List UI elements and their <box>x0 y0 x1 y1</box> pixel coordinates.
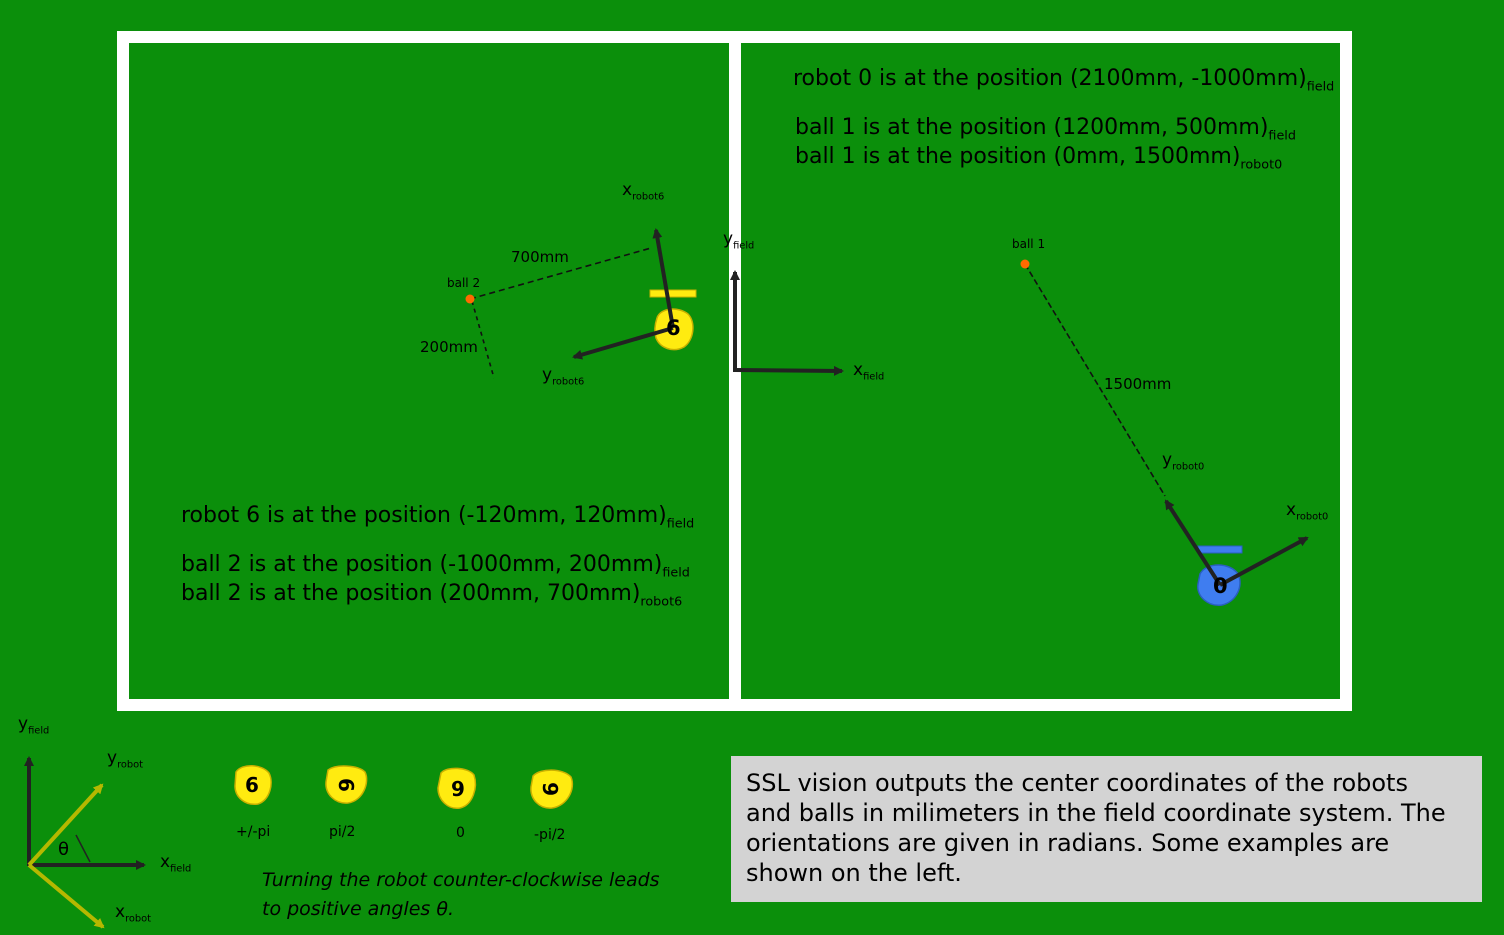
dist-line-700mm <box>469 247 652 300</box>
orientation-number-pm-pi: 6 <box>245 773 259 797</box>
ball-1 <box>1020 259 1030 269</box>
label-ball-1: ball 1 <box>1012 237 1046 251</box>
rotation-caption-line2: to positive angles θ. <box>262 897 454 920</box>
orientation-label-neg-pi-2: -pi/2 <box>534 827 566 843</box>
orientation-number-neg-pi-2: 6 <box>538 782 563 796</box>
orientation-number-0: 6 <box>451 776 465 800</box>
info-box: SSL vision outputs the center coordinate… <box>731 756 1482 902</box>
note-ball2-robot: ball 2 is at the position (200mm, 700mm)… <box>181 581 683 610</box>
note-ball1-robot: ball 1 is at the position (0mm, 1500mm)r… <box>795 144 1283 173</box>
robot6-y-axis-arrow <box>572 326 674 360</box>
info-box-line2: and balls in milimeters in the field coo… <box>746 799 1446 827</box>
label-1500mm: 1500mm <box>1104 375 1172 393</box>
robot6-number: 6 <box>666 316 681 340</box>
note-robot0-position: robot 0 is at the position (2100mm, -100… <box>793 66 1335 95</box>
label-200mm: 200mm <box>420 338 478 356</box>
field-x-axis-arrow <box>734 365 844 376</box>
robot6-orientation-bar <box>649 289 697 298</box>
note-ball2-field: ball 2 is at the position (-1000mm, 200m… <box>181 552 690 581</box>
orientation-robot-pm-pi <box>234 765 272 806</box>
info-box-line3: orientations are given in radians. Some … <box>746 829 1390 857</box>
orientation-robot-0 <box>437 767 477 809</box>
label-y-field: yfield <box>723 229 755 252</box>
label-x-robot0: xrobot0 <box>1286 500 1329 523</box>
robot0-x-axis-arrow <box>1219 536 1309 587</box>
note-robot6-position: robot 6 is at the position (-120mm, 120m… <box>181 503 695 532</box>
legend-theta: θ <box>58 839 70 860</box>
legend-x-robot-arrow <box>27 863 105 929</box>
info-box-line4: shown on the left. <box>746 859 962 887</box>
label-x-field: xfield <box>853 360 885 383</box>
legend-label-x-field: xfield <box>160 852 192 875</box>
label-y-robot0: yrobot0 <box>1162 450 1205 473</box>
legend-label-y-field: yfield <box>18 714 50 737</box>
rotation-caption-line1: Turning the robot counter-clockwise lead… <box>262 869 660 891</box>
label-ball-2: ball 2 <box>447 276 481 290</box>
info-box-line1: SSL vision outputs the center coordinate… <box>746 769 1408 797</box>
legend-label-x-robot: xrobot <box>115 902 152 925</box>
robot0-number: 0 <box>1213 574 1228 598</box>
robot0-orientation-bar <box>1197 545 1243 554</box>
orientation-robot-neg-pi-2 <box>530 769 573 809</box>
orientation-label-pm-pi: +/-pi <box>236 824 271 840</box>
orientation-number-pi-2: 6 <box>333 778 358 792</box>
ball-2 <box>465 294 475 304</box>
orientation-label-0: 0 <box>456 825 465 841</box>
orientation-label-pi-2: pi/2 <box>329 824 356 840</box>
robot6-x-axis-arrow <box>652 228 675 329</box>
label-x-robot6: xrobot6 <box>622 180 665 203</box>
legend-y-robot-arrow <box>27 783 104 867</box>
dist-line-200mm <box>471 300 495 379</box>
orientation-robot-pi-2 <box>325 765 368 804</box>
label-700mm: 700mm <box>511 248 569 266</box>
note-ball1-field: ball 1 is at the position (1200mm, 500mm… <box>795 115 1296 144</box>
dist-line-1500mm <box>1024 263 1166 497</box>
legend-label-y-robot: yrobot <box>107 748 144 771</box>
legend-theta-tick <box>75 834 91 863</box>
robot0-y-axis-arrow <box>1164 499 1222 587</box>
rotation-caption: Turning the robot counter-clockwise lead… <box>262 866 660 923</box>
label-y-robot6: yrobot6 <box>542 365 585 388</box>
